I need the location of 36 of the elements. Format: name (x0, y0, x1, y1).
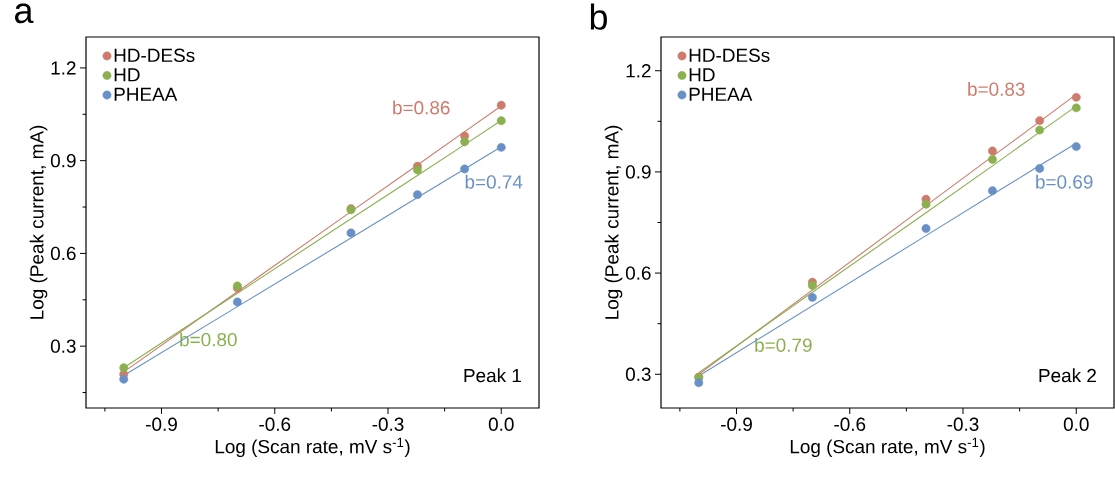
y-tick-label: 1.2 (51, 61, 76, 75)
legend-label: HD (689, 68, 715, 82)
y-tick-label: 0.9 (625, 165, 651, 179)
chart-title: a (15, 3, 34, 24)
x-tick-label: -0.9 (146, 417, 177, 431)
x-axis-title: Log (Scan rate, mV s$^{-1}$) (215, 437, 410, 458)
chart-title: b (590, 3, 607, 30)
legend-label: PHEAA (689, 87, 753, 101)
y-tick-label: 0.3 (625, 367, 651, 381)
series-label: b=0.69 (1036, 174, 1093, 189)
legend-label: HD-DESs (114, 48, 195, 63)
series-label: b=0.83 (968, 81, 1025, 96)
x-tick-label: 0.0 (1063, 417, 1089, 431)
legend-label: HD-DESs (689, 48, 770, 63)
y-tick-label: 0.6 (50, 246, 76, 261)
x-axis-title: Log (Scan rate, mV s$^{-1}$) (790, 437, 985, 458)
series-label: b=0.74 (465, 174, 523, 189)
series-label: b=0.80 (180, 332, 237, 347)
x-tick-label: -0.9 (721, 417, 752, 431)
y-tick-label: 1.2 (626, 64, 651, 78)
x-tick-label: -0.3 (372, 417, 404, 431)
annotation: Peak 1 (464, 368, 521, 383)
series-label: b=0.79 (755, 337, 812, 352)
series-label: b=0.86 (393, 100, 450, 115)
y-tick-label: 0.6 (625, 266, 651, 280)
y-axis-title: Log (Peak current, mA) (604, 125, 623, 319)
x-tick-label: -0.6 (259, 417, 291, 431)
y-tick-label: 0.3 (50, 339, 76, 353)
x-tick-label: 0.0 (488, 417, 514, 431)
legend-label: HD (114, 68, 140, 82)
x-tick-label: -0.6 (834, 417, 866, 431)
y-tick-label: 0.9 (50, 153, 76, 168)
legend-label: PHEAA (114, 87, 178, 101)
x-tick-label: -0.3 (947, 417, 979, 431)
y-axis-title: Log (Peak current, mA) (29, 125, 48, 319)
annotation: Peak 2 (1039, 368, 1096, 383)
